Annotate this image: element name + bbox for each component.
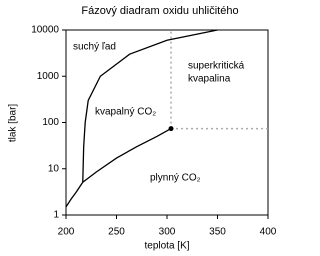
x-tick-label: 300 bbox=[159, 227, 176, 238]
annotation: superkritická bbox=[188, 61, 245, 72]
x-tick-label: 200 bbox=[58, 227, 75, 238]
y-tick-label: 1 bbox=[53, 210, 59, 221]
plot-frame bbox=[65, 29, 269, 216]
annotation: suchý ľad bbox=[73, 42, 116, 53]
x-tick-label: 350 bbox=[209, 227, 226, 238]
phase-boundary bbox=[65, 181, 84, 208]
annotation: plynný CO₂ bbox=[150, 173, 201, 184]
y-tick-label: 100 bbox=[42, 117, 59, 128]
x-tick-label: 250 bbox=[108, 227, 125, 238]
y-tick-label: 10 bbox=[48, 163, 60, 174]
annotation: kvapalina bbox=[188, 74, 231, 85]
y-tick-label: 10000 bbox=[31, 25, 59, 36]
y-tick-label: 1000 bbox=[37, 71, 60, 82]
annotation: kvapalný CO₂ bbox=[95, 107, 156, 118]
x-tick-label: 400 bbox=[260, 227, 277, 238]
chart: Fázový diadram oxidu uhličitého teplota … bbox=[8, 5, 277, 252]
chart-title: Fázový diadram oxidu uhličitého bbox=[81, 5, 238, 17]
critical-point bbox=[168, 126, 174, 132]
phase-boundary bbox=[82, 128, 172, 183]
y-axis-label: tlak [bar] bbox=[8, 104, 19, 143]
phase-boundary bbox=[82, 29, 218, 183]
x-axis-label: teplota [K] bbox=[144, 241, 189, 252]
